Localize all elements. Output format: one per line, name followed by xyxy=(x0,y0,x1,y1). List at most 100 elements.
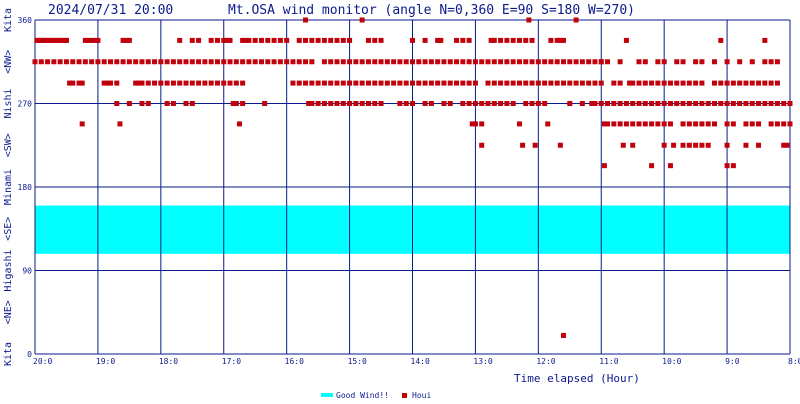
data-point-houi xyxy=(504,101,510,106)
data-point-houi xyxy=(277,59,283,65)
data-point-houi xyxy=(724,59,730,65)
data-point-houi xyxy=(403,101,409,106)
data-point-houi xyxy=(328,37,334,43)
data-point-houi xyxy=(649,80,655,86)
data-point-houi xyxy=(655,59,661,65)
direction-label: Kita xyxy=(3,342,14,366)
data-point-houi xyxy=(416,59,422,65)
data-point-houi xyxy=(230,101,236,106)
data-point-houi xyxy=(359,59,365,65)
data-point-houi xyxy=(447,59,453,65)
data-point-houi xyxy=(787,121,793,127)
data-point-houi xyxy=(441,80,447,86)
data-point-houi xyxy=(158,59,164,65)
data-point-houi xyxy=(712,101,717,106)
data-point-houi xyxy=(649,101,655,106)
data-point-houi xyxy=(491,101,497,106)
data-point-houi xyxy=(510,80,516,86)
data-point-houi xyxy=(243,37,249,43)
data-point-houi xyxy=(592,80,598,86)
data-point-houi xyxy=(214,80,220,86)
x-tick-label: 14:0 xyxy=(411,357,430,366)
data-point-houi xyxy=(498,80,504,86)
data-point-houi xyxy=(438,37,444,43)
data-point-houi xyxy=(183,80,189,86)
data-point-houi xyxy=(466,59,472,65)
data-point-houi xyxy=(768,121,774,127)
data-point-houi xyxy=(529,59,535,65)
data-point-houi xyxy=(152,59,158,65)
data-point-houi xyxy=(680,101,686,106)
data-point-houi xyxy=(177,59,183,65)
data-point-houi xyxy=(372,37,378,43)
data-point-houi xyxy=(724,163,730,169)
data-point-houi xyxy=(466,101,472,106)
data-point-houi xyxy=(743,80,749,86)
data-point-houi xyxy=(705,142,711,148)
data-point-houi xyxy=(321,37,327,43)
data-point-houi xyxy=(397,101,403,106)
data-point-houi xyxy=(328,101,334,106)
data-point-houi xyxy=(762,101,768,106)
data-point-houi xyxy=(743,101,749,106)
data-point-houi xyxy=(183,59,189,65)
data-point-houi xyxy=(573,59,579,65)
data-point-houi xyxy=(655,80,661,86)
data-point-houi xyxy=(535,59,541,65)
data-point-houi xyxy=(686,142,692,148)
data-point-houi xyxy=(649,121,655,127)
data-point-houi xyxy=(40,37,46,43)
legend-label-good-wind: Good Wind!! xyxy=(336,391,389,400)
data-point-houi xyxy=(265,59,271,65)
data-point-houi xyxy=(557,142,563,148)
data-point-houi xyxy=(59,37,65,43)
data-point-houi xyxy=(164,59,170,65)
data-point-houi xyxy=(699,121,705,127)
x-tick-label: 11:0 xyxy=(599,357,618,366)
data-point-houi xyxy=(315,101,321,106)
direction-label: <SW> xyxy=(3,133,14,157)
data-point-houi xyxy=(529,80,535,86)
data-point-houi xyxy=(321,59,327,65)
data-point-houi xyxy=(265,37,271,43)
data-point-houi xyxy=(718,101,724,106)
data-point-houi xyxy=(384,80,390,86)
data-point-houi xyxy=(240,101,246,106)
data-point-houi xyxy=(233,59,239,65)
data-point-houi xyxy=(428,59,434,65)
data-point-houi xyxy=(642,59,648,65)
data-point-houi xyxy=(46,37,52,43)
y-tick-label: 180 xyxy=(18,183,33,192)
data-point-houi xyxy=(296,59,302,65)
data-point-houi xyxy=(224,37,230,43)
legend-swatch-houi xyxy=(402,393,407,398)
data-point-houi xyxy=(334,101,340,106)
data-point-houi xyxy=(479,142,485,148)
data-point-houi xyxy=(101,80,107,86)
data-point-houi xyxy=(730,80,736,86)
x-tick-label: 20:0 xyxy=(33,357,52,366)
x-tick-label: 12:0 xyxy=(536,357,555,366)
data-point-houi xyxy=(57,59,63,65)
data-point-houi xyxy=(510,37,516,43)
x-tick-label: 19:0 xyxy=(96,357,115,366)
data-point-houi xyxy=(542,59,548,65)
data-point-houi xyxy=(334,59,340,65)
data-point-houi xyxy=(617,80,623,86)
data-point-houi xyxy=(454,37,460,43)
data-point-houi xyxy=(488,37,494,43)
data-point-houi xyxy=(447,80,453,86)
data-point-houi xyxy=(718,37,724,43)
data-point-houi xyxy=(730,163,736,169)
data-point-houi xyxy=(623,101,629,106)
data-point-houi xyxy=(774,121,780,127)
data-point-houi xyxy=(117,121,123,127)
data-point-houi xyxy=(567,80,573,86)
data-point-houi xyxy=(598,59,604,65)
data-point-houi xyxy=(661,101,667,106)
data-point-houi xyxy=(410,37,415,43)
data-point-houi xyxy=(561,37,566,43)
data-point-houi xyxy=(67,80,73,86)
data-point-houi xyxy=(724,101,730,106)
